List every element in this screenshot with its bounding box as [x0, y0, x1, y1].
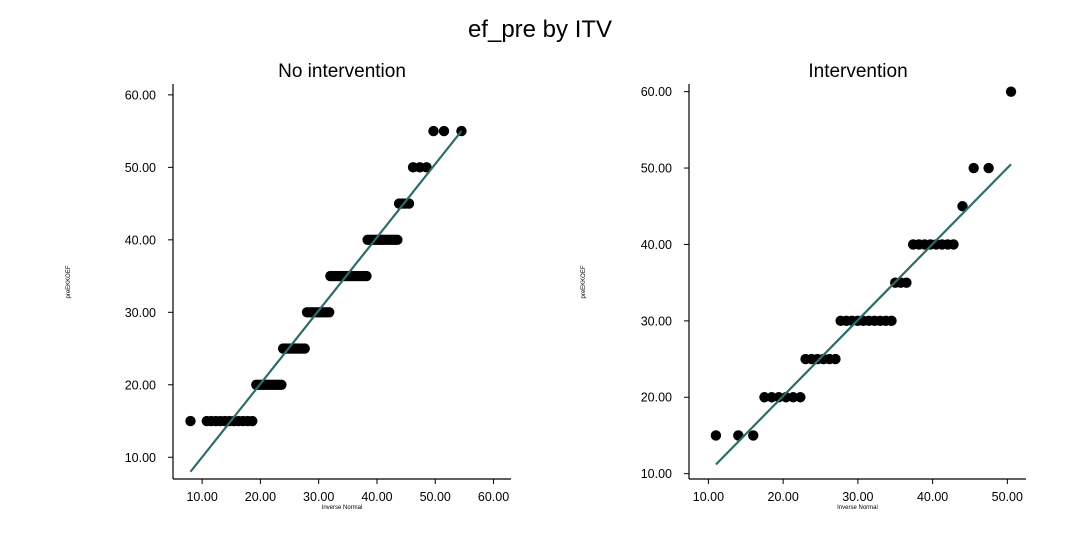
data-point: [901, 277, 912, 288]
panel-title: No intervention: [278, 61, 406, 82]
data-point: [185, 415, 196, 427]
data-point: [361, 270, 372, 282]
data-point: [428, 125, 439, 137]
y-tick-label: 60.00: [125, 88, 156, 102]
x-tick-label: 30.00: [842, 490, 873, 504]
y-tick-label: 40.00: [125, 233, 156, 247]
data-point: [957, 201, 968, 212]
data-point: [710, 430, 722, 441]
data-point: [748, 430, 759, 441]
y-tick-label: 20.00: [641, 391, 672, 405]
figure-title: ef_pre by ITV: [468, 16, 612, 43]
data-point: [299, 343, 310, 354]
x-tick-label: 40.00: [917, 490, 948, 504]
data-point: [968, 162, 979, 174]
data-point: [787, 392, 799, 403]
panel-no-intervention: No intervention 10.00 20.00 30.00 40.00 50.00…: [66, 61, 511, 511]
panel-intervention: Intervention 10.00 20.00 30.00 40.00 50.00 10.…: [581, 61, 1026, 511]
y-tick-label: 40.00: [641, 238, 672, 252]
data-point: [886, 315, 897, 327]
x-tick-label: 50.00: [420, 490, 451, 504]
data-points: [185, 125, 467, 427]
data-point: [392, 234, 403, 246]
y-tick-label: 10.00: [641, 467, 672, 481]
y-tick-label: 60.00: [641, 85, 672, 99]
y-tick-label: 50.00: [125, 161, 156, 175]
data-point: [795, 392, 806, 403]
data-points: [710, 86, 1017, 441]
data-point: [421, 162, 432, 173]
y-axis-label: preEKKOEF: [66, 265, 72, 298]
y-tick-label: 10.00: [125, 451, 156, 465]
y-tick-label: 20.00: [125, 378, 156, 392]
data-point: [948, 239, 959, 250]
y-tick-label: 30.00: [125, 306, 156, 320]
data-point: [438, 125, 450, 137]
x-tick-label: 20.00: [768, 490, 799, 504]
x-tick-label: 60.00: [478, 490, 509, 504]
data-point: [323, 307, 335, 318]
data-point: [983, 162, 994, 174]
data-point: [759, 392, 770, 403]
x-tick-label: 40.00: [361, 490, 392, 504]
data-point: [766, 392, 777, 403]
x-tick-label: 50.00: [992, 490, 1023, 504]
data-point: [276, 379, 287, 390]
y-tick-label: 30.00: [641, 314, 672, 328]
x-tick-label: 30.00: [303, 490, 334, 504]
x-axis-label: Inverse Normal: [837, 505, 878, 511]
y-tick-label: 50.00: [641, 162, 672, 176]
fit-line: [715, 163, 1012, 466]
data-point: [773, 392, 785, 403]
data-point: [1005, 86, 1017, 97]
fit-line: [189, 130, 463, 473]
x-axis-label: Inverse Normal: [322, 505, 363, 511]
data-point: [830, 353, 841, 365]
y-axis-label: preEKKOEF: [581, 265, 587, 298]
panel-title: Intervention: [808, 61, 907, 82]
x-tick-label: 10.00: [693, 490, 724, 504]
data-point: [247, 415, 258, 427]
x-tick-label: 20.00: [245, 490, 276, 504]
x-tick-label: 10.00: [186, 490, 217, 504]
